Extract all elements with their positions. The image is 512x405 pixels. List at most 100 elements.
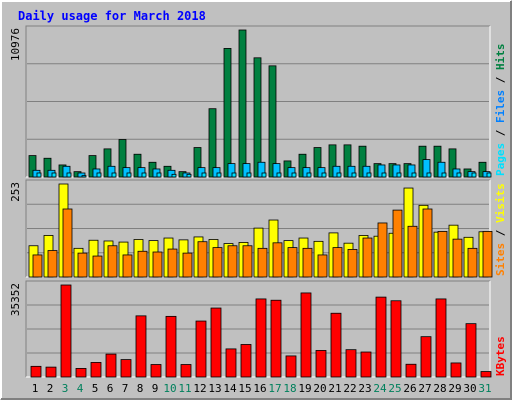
panel-visitors-border-shadow	[25, 179, 490, 277]
day-label-26: 26	[403, 382, 416, 395]
day-label-20: 20	[313, 382, 326, 395]
legend-entry: Files	[494, 90, 507, 123]
bar-sites-day-19	[302, 247, 313, 278]
bar-files-day-27	[422, 159, 431, 178]
bar-pages-day-2	[51, 172, 57, 178]
day-label-7: 7	[122, 382, 129, 395]
bar-kbytes-day-25	[390, 300, 402, 378]
bar-hits-day-31	[478, 161, 487, 178]
bar-kbytes-day-7	[120, 359, 132, 378]
bar-hits-day-19	[298, 153, 307, 178]
bar-pages-day-14	[231, 172, 237, 178]
bar-kbytes-day-6	[105, 353, 117, 378]
bar-sites-day-2	[47, 250, 58, 278]
day-label-29: 29	[448, 382, 461, 395]
bar-kbytes-day-19	[300, 292, 312, 378]
bar-kbytes-day-10	[165, 315, 177, 378]
bar-kbytes-day-31	[480, 371, 492, 378]
bar-sites-day-18	[287, 247, 298, 278]
bar-sites-day-23	[362, 237, 373, 278]
bar-kbytes-day-30	[465, 323, 477, 378]
bar-kbytes-day-12	[195, 320, 207, 378]
bar-sites-day-7	[122, 254, 133, 278]
bar-hits-day-23	[358, 145, 367, 178]
bar-files-day-26	[407, 164, 416, 178]
bar-pages-day-1	[36, 172, 42, 178]
bar-pages-day-12	[201, 172, 207, 178]
legend-entry: /	[494, 70, 507, 90]
bar-files-day-22	[347, 165, 356, 178]
panel-requests-border-shadow	[25, 25, 490, 177]
day-label-16: 16	[253, 382, 266, 395]
bar-hits-day-21	[328, 144, 337, 178]
bar-sites-day-26	[407, 225, 418, 278]
day-label-5: 5	[92, 382, 99, 395]
bar-pages-day-31	[486, 172, 492, 178]
bar-kbytes-day-3	[60, 284, 72, 378]
day-label-17: 17	[268, 382, 281, 395]
bar-pages-day-29	[456, 172, 462, 178]
bar-pages-day-23	[366, 172, 372, 178]
bar-files-day-23	[362, 165, 371, 178]
day-label-2: 2	[47, 382, 54, 395]
panel-traffic-border-shadow	[25, 280, 490, 377]
bar-files-day-20	[317, 167, 326, 178]
bar-files-day-21	[332, 165, 341, 178]
bar-hits-day-17	[268, 65, 277, 178]
bar-pages-day-18	[291, 172, 297, 178]
bar-sites-day-30	[467, 247, 478, 278]
bar-kbytes-day-15	[240, 344, 252, 378]
bar-kbytes-day-29	[450, 362, 462, 378]
bar-pages-day-10	[171, 173, 177, 178]
bar-hits-day-7	[118, 139, 127, 178]
bar-kbytes-day-8	[135, 315, 147, 378]
legend-entry: /	[494, 123, 507, 143]
bar-sites-day-12	[197, 241, 208, 278]
bar-files-day-25	[392, 164, 401, 178]
bar-sites-day-6	[107, 245, 118, 278]
bar-sites-day-1	[32, 254, 43, 278]
bar-sites-day-14	[227, 245, 238, 278]
bar-kbytes-day-2	[45, 366, 57, 378]
day-label-30: 30	[463, 382, 476, 395]
bar-sites-day-10	[167, 248, 178, 278]
bar-hits-day-8	[133, 153, 142, 178]
bar-sites-day-8	[137, 250, 148, 278]
bar-kbytes-day-27	[420, 336, 432, 378]
day-label-23: 23	[358, 382, 371, 395]
panel-requests: 10976 Pages / Files / Hits	[9, 25, 507, 178]
legend-entry: Pages	[494, 143, 507, 176]
legend-entry: Visits	[494, 183, 507, 223]
bar-pages-day-7	[126, 172, 132, 178]
bar-sites-day-20	[317, 254, 328, 278]
day-label-9: 9	[152, 382, 159, 395]
bar-sites-day-24	[377, 222, 388, 278]
day-axis-labels: 1 2 3 4 5 6 7 8 9 10 11 12 13 14 15 16 17 18 19 20 21 22 23 24 2…	[32, 382, 492, 395]
bar-pages-day-25	[396, 172, 402, 178]
bar-files-day-4	[77, 172, 86, 178]
bar-sites-day-17	[272, 242, 283, 278]
bar-hits-day-5	[88, 155, 97, 178]
day-label-8: 8	[137, 382, 144, 395]
day-label-18: 18	[283, 382, 296, 395]
bar-pages-day-9	[156, 172, 162, 178]
bar-files-day-19	[302, 167, 311, 178]
bar-pages-day-6	[111, 172, 117, 178]
bar-sites-day-21	[332, 247, 343, 278]
bar-kbytes-day-26	[405, 363, 417, 378]
bar-sites-day-4	[77, 252, 88, 278]
chart-panels: 10976 Pages / Files / Hits 253 Sites / Visi…	[9, 25, 507, 378]
panel-visitors-max-label: 253	[9, 182, 22, 202]
bar-pages-day-4	[81, 175, 87, 178]
bar-files-day-18	[287, 167, 296, 178]
bar-sites-day-15	[242, 245, 253, 278]
day-label-3: 3	[62, 382, 69, 395]
bar-files-day-8	[137, 167, 146, 178]
bar-hits-day-28	[433, 145, 442, 178]
bar-pages-day-27	[426, 172, 432, 178]
bar-sites-day-25	[392, 209, 403, 278]
bar-sites-day-27	[422, 208, 433, 278]
